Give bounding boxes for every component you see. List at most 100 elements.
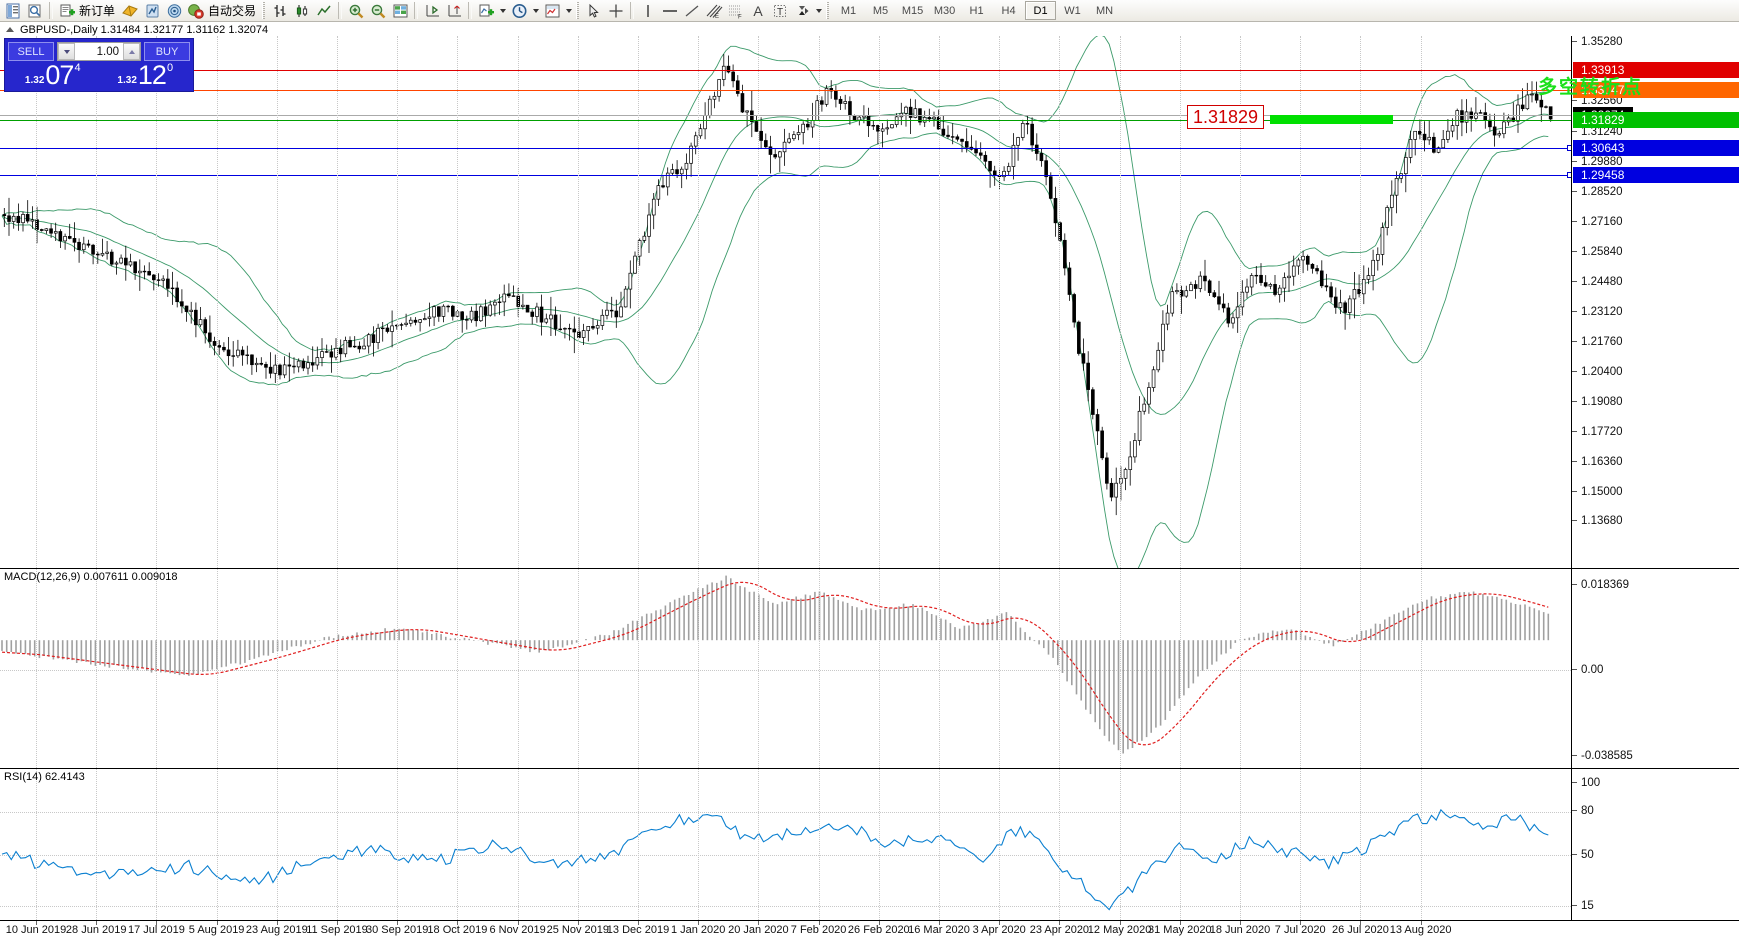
price-scale-tick: 1.28520 — [1572, 186, 1623, 198]
equidistant-channel-icon[interactable]: E — [703, 1, 725, 21]
toolbar-grip-2[interactable] — [576, 2, 580, 19]
trade-panel-prices: 1.32 07 4 1.32 12 0 — [5, 62, 193, 91]
vertical-gridline — [397, 36, 399, 568]
market-watch-icon[interactable] — [2, 1, 24, 21]
vertical-gridline — [758, 569, 760, 768]
price-plot-area[interactable] — [0, 36, 1571, 568]
candlestick-chart-icon[interactable] — [291, 1, 313, 21]
price-level-tag-130643[interactable]: 1.30643 — [1573, 140, 1739, 156]
time-axis-tick — [337, 921, 338, 925]
time-axis-label: 28 Jun 2019 — [65, 924, 127, 936]
sell-button[interactable]: SELL — [8, 42, 54, 61]
timeframe-mn[interactable]: MN — [1095, 4, 1114, 17]
toolbar-grip-3[interactable] — [826, 2, 830, 19]
fibonacci-icon[interactable]: F — [725, 1, 747, 21]
time-axis[interactable]: 10 Jun 2019 28 Jun 2019 17 Jul 2019 5 Aug 2… — [0, 920, 1739, 938]
text-label-icon[interactable]: T — [769, 1, 791, 21]
bar-chart-icon[interactable] — [269, 1, 291, 21]
line-chart-icon[interactable] — [313, 1, 335, 21]
signals-icon[interactable] — [163, 1, 185, 21]
horizontal-line-icon[interactable] — [659, 1, 681, 21]
price-scale[interactable]: 1.35280 1.32560 1.31240 1.29880 1.28520 1.271… — [1571, 36, 1739, 568]
sell-price-display[interactable]: 1.32 07 4 — [8, 62, 98, 89]
new-order-icon[interactable] — [56, 1, 78, 21]
shapes-icon[interactable] — [791, 1, 813, 21]
strategy-tester-icon[interactable] — [141, 1, 163, 21]
price-level-tag-133913[interactable]: 1.33913 — [1573, 62, 1739, 78]
text-icon[interactable]: A — [753, 2, 763, 19]
tile-windows-icon[interactable] — [389, 1, 411, 21]
templates-dropdown-caret-icon[interactable] — [563, 1, 574, 21]
rsi-svg — [1, 808, 1549, 911]
support-resistance-line[interactable] — [0, 70, 1571, 71]
auto-scroll-icon[interactable] — [443, 1, 465, 21]
time-axis-label: 7 Feb 2020 — [790, 924, 847, 936]
buy-price-display[interactable]: 1.32 12 0 — [100, 62, 190, 89]
timeframe-m5[interactable]: M5 — [872, 4, 889, 17]
vertical-gridline — [36, 36, 37, 568]
time-axis-label: 1 Jan 2020 — [670, 924, 726, 936]
new-order-label[interactable]: 新订单 — [79, 4, 116, 18]
trendline-icon[interactable] — [681, 1, 703, 21]
vertical-gridline — [156, 769, 158, 920]
autotrading-icon[interactable] — [185, 1, 207, 21]
toolbar-grip[interactable] — [262, 2, 266, 19]
data-window-icon[interactable] — [24, 1, 46, 21]
period-dropdown-caret-icon[interactable] — [530, 1, 541, 21]
volume-increment-button[interactable] — [123, 43, 140, 60]
support-resistance-line[interactable] — [0, 120, 1571, 121]
shapes-dropdown-caret-icon[interactable] — [813, 1, 824, 21]
vertical-gridline — [878, 769, 880, 920]
price-scale-tick: 1.20400 — [1572, 366, 1623, 378]
buy-button[interactable]: BUY — [144, 42, 190, 61]
support-resistance-line[interactable] — [0, 148, 1571, 149]
timeframe-h4[interactable]: H4 — [1001, 4, 1016, 17]
chart-shift-icon[interactable] — [421, 1, 443, 21]
line-drag-handle[interactable] — [1567, 172, 1571, 178]
period-icon[interactable] — [508, 1, 530, 21]
cursor-icon[interactable] — [583, 1, 605, 21]
price-scale-tick: 1.27160 — [1572, 216, 1623, 228]
indicators-icon[interactable] — [475, 1, 497, 21]
line-drag-handle[interactable] — [1567, 145, 1571, 151]
vertical-gridline — [577, 769, 579, 920]
zoom-in-icon[interactable] — [345, 1, 367, 21]
timeframe-w1[interactable]: W1 — [1064, 4, 1081, 17]
timeframe-m15[interactable]: M15 — [901, 4, 924, 17]
crosshair-icon[interactable] — [605, 1, 627, 21]
vertical-gridline — [1179, 569, 1181, 768]
vertical-gridline — [1119, 769, 1121, 920]
buy-price-prefix: 1.32 — [117, 75, 137, 86]
vertical-line-icon[interactable] — [637, 1, 659, 21]
macd-title: MACD(12,26,9) 0.007611 0.009018 — [4, 571, 178, 583]
support-resistance-line[interactable] — [0, 90, 1571, 91]
collapse-triangle-icon[interactable] — [6, 27, 14, 32]
timeframe-m1[interactable]: M1 — [840, 4, 857, 17]
timeframe-m30[interactable]: M30 — [933, 4, 956, 17]
vertical-gridline — [216, 569, 218, 768]
support-resistance-line[interactable] — [0, 115, 1571, 116]
volume-input[interactable]: 1.00 — [96, 45, 119, 58]
templates-icon[interactable] — [541, 1, 563, 21]
indicators-dropdown-caret-icon[interactable] — [497, 1, 508, 21]
price-level-tag-133047[interactable]: 1.33047 — [1573, 82, 1739, 98]
support-resistance-line[interactable] — [0, 175, 1571, 176]
expert-advisors-icon[interactable] — [119, 1, 141, 21]
price-scale-tick: 1.16360 — [1572, 456, 1623, 468]
timeframe-h1[interactable]: H1 — [969, 4, 984, 17]
time-axis-label: 10 Jun 2019 — [5, 924, 67, 936]
price-level-tag-131829[interactable]: 1.31829 — [1573, 112, 1739, 128]
volume-decrement-button[interactable] — [58, 43, 75, 60]
autotrading-label[interactable]: 自动交易 — [208, 4, 257, 18]
price-level-tag-129458[interactable]: 1.29458 — [1573, 167, 1739, 183]
time-axis-tick — [397, 921, 399, 925]
zoom-out-icon[interactable] — [367, 1, 389, 21]
vertical-gridline — [999, 36, 1001, 568]
rsi-plot-area[interactable] — [0, 769, 1571, 920]
vertical-gridline — [577, 36, 579, 568]
macd-plot-area[interactable] — [0, 569, 1571, 768]
volume-stepper[interactable]: 1.00 — [57, 42, 141, 61]
time-axis-tick — [638, 921, 639, 925]
timeframe-d1[interactable]: D1 — [1025, 1, 1057, 20]
sell-price-big: 07 — [45, 62, 74, 89]
